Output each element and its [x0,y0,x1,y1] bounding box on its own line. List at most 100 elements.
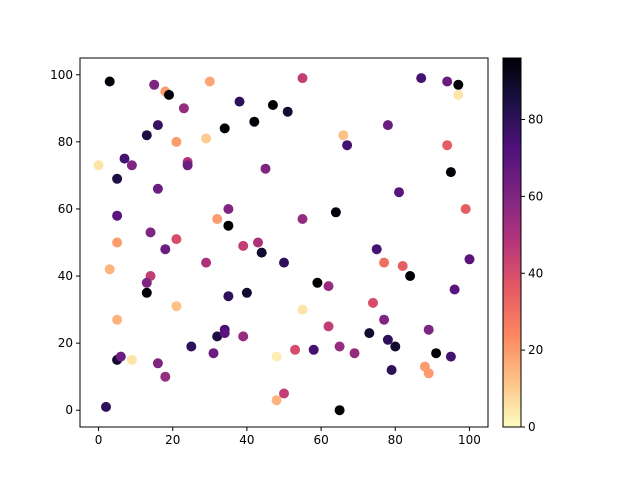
scatter-point [212,214,223,224]
colorbar-tick-label: 20 [528,343,543,357]
scatter-point [297,304,308,315]
y-tick-label: 40 [58,269,73,283]
x-tick-label: 0 [95,433,103,447]
scatter-point [431,348,442,359]
scatter-point [253,237,263,248]
scatter-point [282,106,293,117]
scatter-point [379,257,390,268]
y-tick-label: 80 [58,135,73,149]
scatter-point [323,281,334,292]
scatter-point [364,328,375,339]
scatter-point [442,140,453,151]
y-tick-label: 60 [58,202,73,216]
scatter-point [152,120,163,131]
scatter-point [290,344,301,355]
scatter-point [223,204,234,214]
scatter-point [394,187,404,198]
colorbar-tick-label: 40 [528,266,543,280]
colorbar [502,57,522,428]
scatter-point [308,344,319,355]
scatter-point [152,183,163,194]
colorbar-tick-label: 80 [528,113,543,127]
scatter-point [160,244,171,255]
scatter-point [201,257,212,268]
scatter-point [368,297,378,308]
scatter-points [93,73,475,416]
scatter-point [171,234,182,245]
scatter-point [204,76,215,87]
scatter-point [256,247,267,258]
colorbar-axis: 0 20 40 60 80 [521,113,543,434]
scatter-point [330,207,341,218]
scatter-point [271,395,282,406]
scatter-point [349,348,360,359]
scatter-point [460,204,471,214]
scatter-point [267,100,278,110]
y-axis: 0 20 40 60 80 100 [50,68,80,417]
x-axis: 0 20 40 60 80 100 [95,427,481,447]
x-tick-label: 80 [388,433,403,447]
scatter-point [379,314,390,325]
scatter-point [297,73,308,84]
scatter-point [238,331,249,342]
scatter-point [382,120,393,131]
x-tick-label: 60 [313,433,328,447]
scatter-point [234,96,245,107]
scatter-point [219,328,230,339]
scatter-point [104,76,115,87]
scatter-point [219,123,230,134]
scatter-point [145,227,156,238]
scatter-point [249,116,260,127]
scatter-point [178,103,189,114]
scatter-point [405,271,416,281]
scatter-point [342,140,353,151]
scatter-point [397,261,408,271]
scatter-point [312,277,323,288]
scatter-point [201,133,212,144]
plot-frame [79,57,489,428]
scatter-point [445,167,456,178]
colorbar-tick-label: 0 [528,420,536,434]
scatter-point [241,287,252,298]
scatter-point [297,214,308,224]
scatter-point [453,89,464,100]
scatter-point [112,173,123,184]
scatter-point [212,331,223,342]
scatter-point [279,388,289,399]
scatter-point [104,264,115,275]
scatter-point [416,73,427,84]
scatter-point [126,354,137,365]
scatter-point [271,351,282,362]
scatter-point [208,348,219,359]
scatter-point [112,314,123,325]
scatter-point [445,351,456,362]
scatter-point [449,284,460,295]
scatter-point [382,334,393,345]
scatter-point [442,76,453,87]
scatter-point [149,79,160,90]
x-tick-label: 40 [239,433,254,447]
x-tick-label: 100 [458,433,481,447]
scatter-point [115,351,126,362]
scatter-point [334,341,345,352]
scatter-point [423,324,434,335]
scatter-point [112,237,123,248]
scatter-point [141,287,152,298]
scatter-point [334,405,345,416]
scatter-point [112,210,123,221]
scatter-point [338,130,349,141]
scatter-point [182,160,193,171]
y-tick-label: 20 [58,336,73,350]
scatter-point [323,321,334,332]
scatter-point [238,240,249,251]
scatter-point [141,130,152,141]
scatter-point [126,160,137,171]
scatter-point [101,401,111,412]
scatter-point [453,79,464,90]
scatter-point [93,160,104,171]
scatter-point [160,371,171,382]
scatter-point [464,254,475,265]
scatter-point [423,368,434,379]
y-tick-label: 100 [50,68,73,82]
